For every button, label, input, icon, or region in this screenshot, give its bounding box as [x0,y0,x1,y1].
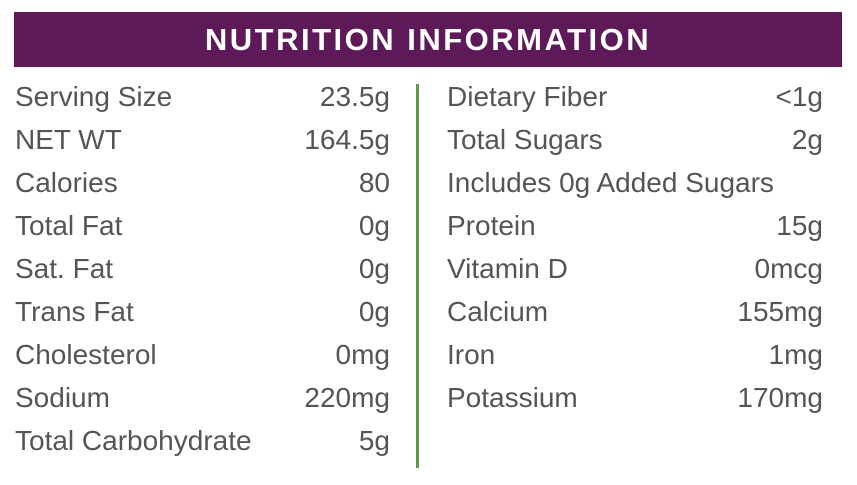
row-label: Dietary Fiber [447,81,608,112]
row-label: Total Sugars [447,124,603,155]
row-label: Includes 0g Added Sugars [447,167,774,198]
row-value: <1g [775,81,824,112]
row-value: 1mg [768,339,823,370]
row-value: 23.5g [319,81,390,112]
row-label: Total Carbohydrate [15,425,252,456]
row-label: Sat. Fat [15,253,114,284]
row-value: 170mg [737,382,823,413]
row-label: Iron [447,339,496,370]
row-value: 0mg [335,339,390,370]
row-label: Serving Size [15,81,173,112]
column-divider [416,84,419,468]
row-label: Potassium [447,382,578,413]
row-value: 164.5g [304,124,390,155]
row-value: 5g [358,425,390,456]
row-label: Sodium [15,382,110,413]
row-value: 80 [358,167,390,198]
row-label: Calcium [447,296,549,327]
row-value: 0g [358,253,390,284]
row-value: 15g [776,210,823,241]
row-label: Protein [447,210,536,241]
title: NUTRITION INFORMATION [204,21,652,57]
header-bar: NUTRITION INFORMATION [14,12,842,67]
row-value: 155mg [737,296,823,327]
row-label: Trans Fat [15,296,134,327]
row-value: 2g [791,124,823,155]
row-value: 220mg [304,382,390,413]
row-label: Cholesterol [15,339,157,370]
row-value: 0g [358,210,390,241]
row-label: Calories [15,167,118,198]
row-value: 0mcg [754,253,823,284]
row-value: 0g [358,296,390,327]
row-label: Vitamin D [447,253,568,284]
row-label: Total Fat [15,210,123,241]
row-label: NET WT [15,124,122,155]
